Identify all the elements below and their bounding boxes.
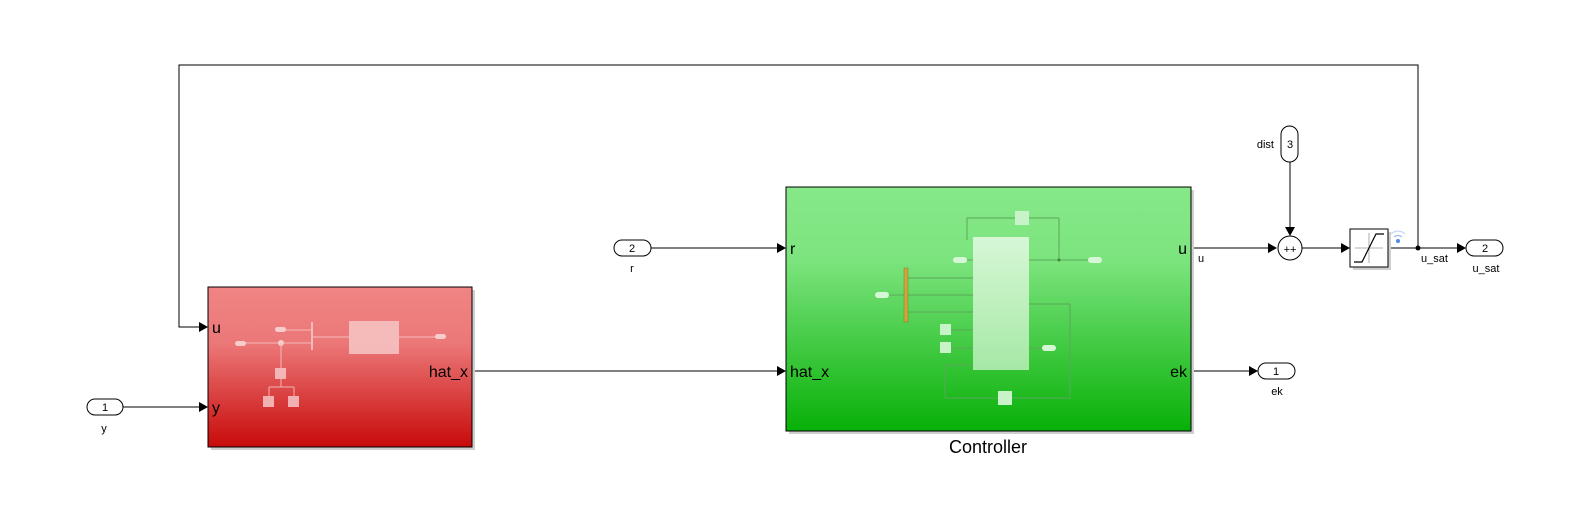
- outport-ek[interactable]: 1 ek: [1257, 362, 1296, 398]
- wires: [123, 64, 1466, 412]
- observer-subsystem[interactable]: u y hat_x: [207, 286, 475, 450]
- outport-ek-number: 1: [1273, 366, 1279, 378]
- sum-block[interactable]: ++: [1277, 235, 1303, 261]
- saturation-icon: [1354, 233, 1384, 263]
- controller-port-u: u: [1178, 241, 1187, 258]
- controller-thumbnail-icon: [875, 211, 1102, 405]
- inport-dist-label: dist: [1257, 139, 1274, 151]
- inport-y[interactable]: 1 y: [86, 398, 124, 435]
- signal-logging-icon[interactable]: [1390, 230, 1406, 243]
- inport-r-number: 2: [629, 243, 635, 255]
- observer-port-y: y: [212, 400, 220, 417]
- inport-dist-number: 3: [1287, 139, 1293, 151]
- observer-port-u: u: [212, 320, 221, 337]
- sum-signs: ++: [1284, 244, 1297, 256]
- signal-label-u: u: [1198, 253, 1204, 265]
- controller-port-ek: ek: [1170, 364, 1188, 381]
- inport-r-label: r: [630, 263, 634, 275]
- observer-port-hat-x: hat_x: [429, 364, 468, 381]
- outport-u-sat[interactable]: 2 u_sat: [1465, 239, 1504, 275]
- inport-dist[interactable]: 3 dist: [1257, 125, 1299, 163]
- outport-ek-label: ek: [1271, 386, 1283, 398]
- observer-thumbnail-icon: [235, 321, 446, 407]
- controller-port-r: r: [790, 241, 796, 258]
- controller-subsystem[interactable]: r hat_x u ek: [785, 186, 1194, 434]
- saturation-block[interactable]: [1349, 228, 1391, 270]
- inport-y-label: y: [101, 423, 107, 435]
- signal-label-u-sat: u_sat: [1421, 253, 1448, 265]
- controller-port-hat-x: hat_x: [790, 364, 829, 381]
- inport-y-number: 1: [102, 402, 108, 414]
- controller-title: Controller: [949, 437, 1027, 457]
- branch-point: [1415, 245, 1421, 251]
- inport-r[interactable]: 2 r: [613, 239, 652, 275]
- feedback-wire[interactable]: [178, 64, 1419, 328]
- outport-u-sat-number: 2: [1482, 243, 1488, 255]
- outport-u-sat-label: u_sat: [1473, 263, 1500, 275]
